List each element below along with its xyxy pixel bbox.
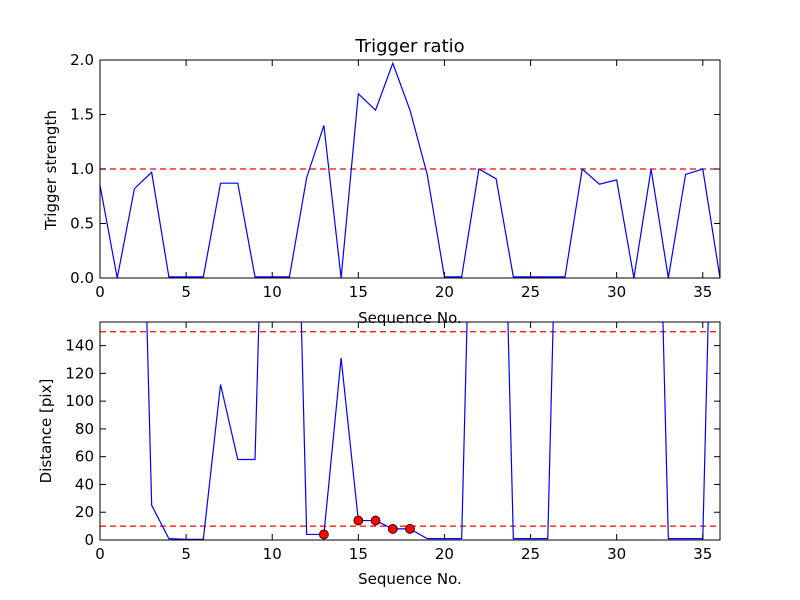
y-tick-label: 140 <box>65 337 94 355</box>
data-point-marker <box>353 515 364 526</box>
x-tick-label: 5 <box>181 545 191 563</box>
data-point-marker <box>370 515 381 526</box>
data-point-marker <box>387 523 398 534</box>
x-tick-label: 25 <box>521 283 540 301</box>
series-line <box>100 61 720 278</box>
plot-frame <box>99 321 721 541</box>
x-tick-label: 35 <box>693 545 712 563</box>
x-axis-label: Sequence No. <box>358 570 462 588</box>
y-tick-label: 1.0 <box>70 160 94 178</box>
x-tick-label: 20 <box>435 545 454 563</box>
x-tick-label: 15 <box>349 545 368 563</box>
y-ticks: 0 20 40 60 80 100 120 140 <box>65 337 720 549</box>
chart-title: Trigger ratio <box>354 36 464 57</box>
y-tick-label: 100 <box>65 392 94 410</box>
x-tick-label: 10 <box>263 545 282 563</box>
trigger-ratio-chart: Trigger ratio 0 5 10 15 20 25 30 35 0.0 0.5 1.0 1.… <box>42 36 721 327</box>
x-tick-label: 35 <box>693 283 712 301</box>
x-ticks: 0 5 10 15 20 25 30 35 <box>95 322 712 563</box>
y-ticks: 0.0 0.5 1.0 1.5 2.0 <box>70 51 720 287</box>
y-axis-label: Distance [pix] <box>37 379 55 484</box>
y-tick-label: 40 <box>75 475 94 493</box>
y-tick-label: 0 <box>84 531 94 549</box>
x-tick-label: 0 <box>95 283 105 301</box>
x-axis-label: Sequence No. <box>358 309 462 327</box>
y-tick-label: 80 <box>75 420 94 438</box>
x-tick-label: 30 <box>607 283 626 301</box>
reference-lines <box>100 331 720 527</box>
series-line <box>146 322 709 540</box>
y-tick-label: 60 <box>75 448 94 466</box>
x-tick-label: 30 <box>607 545 626 563</box>
series-group <box>100 61 720 278</box>
data-point-marker <box>318 529 329 540</box>
y-tick-label: 20 <box>75 503 94 521</box>
y-tick-label: 1.5 <box>70 106 94 124</box>
x-tick-label: 0 <box>95 545 105 563</box>
distance-chart: 0 5 10 15 20 25 30 35 0 20 40 60 80 100 120 140 Sequen… <box>37 321 721 588</box>
y-axis-label: Trigger strength <box>42 110 60 231</box>
data-point-marker <box>405 523 415 534</box>
series-group <box>146 322 709 540</box>
x-tick-label: 25 <box>521 545 540 563</box>
y-tick-label: 120 <box>65 364 94 382</box>
x-tick-label: 10 <box>263 283 282 301</box>
x-tick-label: 20 <box>435 283 454 301</box>
x-tick-label: 15 <box>349 283 368 301</box>
y-tick-label: 2.0 <box>70 51 94 69</box>
x-tick-label: 5 <box>181 283 191 301</box>
y-tick-label: 0.5 <box>70 215 94 233</box>
y-tick-label: 0.0 <box>70 269 94 287</box>
x-ticks: 0 5 10 15 20 25 30 35 <box>95 60 712 301</box>
